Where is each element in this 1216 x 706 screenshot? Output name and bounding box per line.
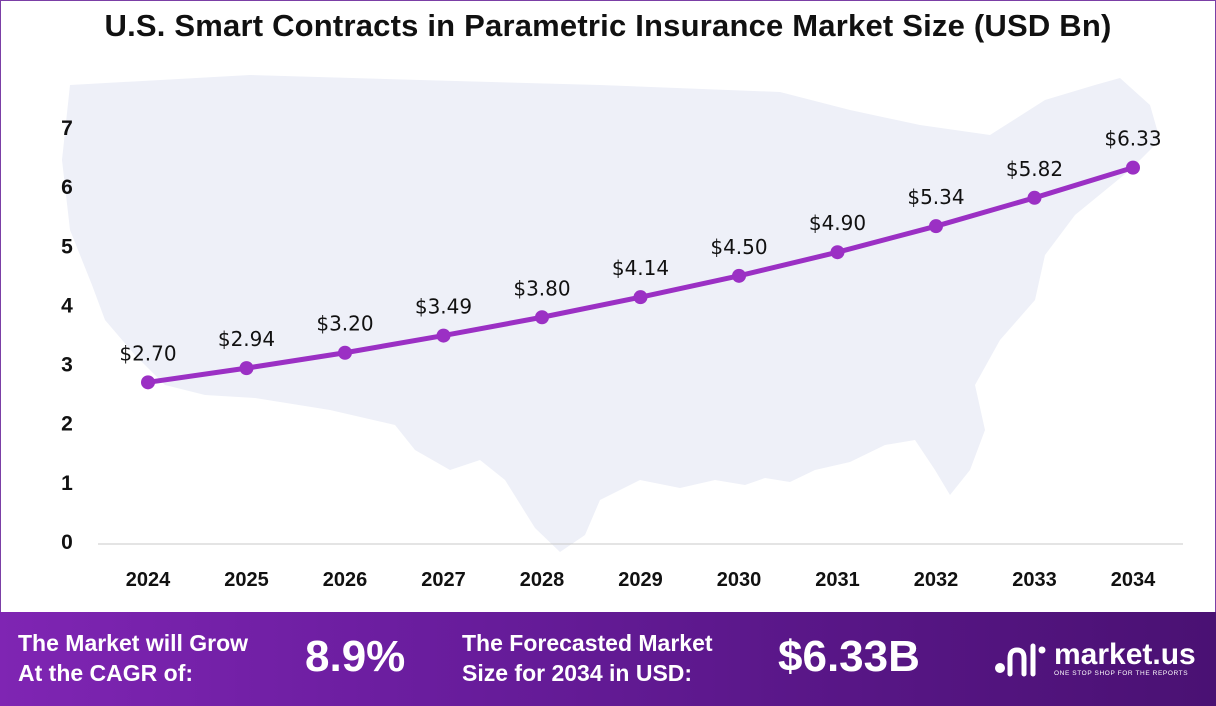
data-label: $3.49: [415, 295, 472, 319]
data-point: [535, 310, 549, 325]
cagr-text: The Market will Grow At the CAGR of:: [18, 628, 248, 688]
forecast-text-line1: The Forecasted Market: [462, 630, 713, 656]
x-tick-label: 2025: [224, 569, 269, 591]
y-axis: 0 1 2 3 4 5 6 7: [61, 117, 73, 554]
data-point: [732, 268, 746, 283]
data-label: $4.14: [612, 256, 669, 280]
data-point: [1027, 190, 1042, 205]
x-tick-label: 2024: [126, 569, 171, 591]
data-label: $6.33: [1104, 127, 1161, 151]
footer-banner: The Market will Grow At the CAGR of: 8.9…: [0, 612, 1216, 706]
brand-name: market.us: [1054, 638, 1196, 671]
data-label: $5.82: [1006, 157, 1063, 181]
y-tick-label: 3: [61, 354, 73, 377]
x-tick-label: 2033: [1012, 569, 1057, 591]
data-labels: $2.70 $2.94 $3.20 $3.49 $3.80 $4.14 $4.50 $4.90…: [119, 127, 1161, 366]
data-point: [929, 219, 943, 234]
y-tick-label: 7: [61, 117, 73, 140]
data-label: $4.90: [809, 211, 866, 235]
data-label: $2.94: [218, 327, 275, 351]
market-us-logo-icon: [995, 643, 1046, 677]
forecast-value: $6.33B: [778, 632, 920, 681]
data-label: $4.50: [710, 235, 767, 259]
data-point: [830, 245, 845, 260]
brand-logo[interactable]: market.us ONE STOP SHOP FOR THE REPORTS: [992, 638, 1212, 684]
cagr-text-line2: At the CAGR of:: [18, 660, 194, 686]
x-axis: 2024 2025 2026 2027 2028 2029 2030 2031 2032 2033…: [126, 569, 1156, 591]
x-tick-label: 2031: [815, 569, 860, 591]
y-tick-label: 0: [61, 531, 73, 554]
brand-tagline: ONE STOP SHOP FOR THE REPORTS: [1054, 670, 1189, 677]
y-tick-label: 2: [61, 413, 73, 436]
data-point: [436, 328, 451, 343]
data-point: [338, 345, 352, 360]
x-tick-label: 2028: [520, 569, 565, 591]
us-map-background: [62, 75, 1160, 552]
x-tick-label: 2026: [323, 569, 368, 591]
cagr-value: 8.9%: [305, 632, 406, 681]
x-tick-label: 2034: [1111, 569, 1156, 591]
y-tick-label: 4: [61, 294, 73, 317]
y-tick-label: 6: [61, 176, 73, 199]
x-tick-label: 2029: [618, 569, 663, 591]
forecast-text: The Forecasted Market Size for 2034 in U…: [462, 628, 713, 688]
data-point: [141, 375, 155, 390]
x-tick-label: 2027: [421, 569, 466, 591]
y-tick-label: 5: [61, 235, 73, 258]
line-chart: 0 1 2 3 4 5 6 7 2024 2025 2026 2027 2028 2029 2030 203…: [61, 75, 1183, 591]
data-points: [141, 160, 1140, 390]
data-point: [633, 290, 648, 305]
chart-title: U.S. Smart Contracts in Parametric Insur…: [104, 8, 1112, 43]
x-tick-label: 2032: [914, 569, 959, 591]
cagr-text-line1: The Market will Grow: [18, 630, 249, 656]
data-point: [1126, 160, 1140, 175]
data-label: $3.20: [316, 312, 373, 336]
x-tick-label: 2030: [717, 569, 762, 591]
y-tick-label: 1: [61, 472, 73, 495]
data-label: $5.34: [907, 185, 964, 209]
data-point: [239, 361, 254, 376]
data-label: $2.70: [119, 341, 176, 365]
forecast-text-line2: Size for 2034 in USD:: [462, 660, 693, 686]
data-label: $3.80: [513, 276, 570, 300]
